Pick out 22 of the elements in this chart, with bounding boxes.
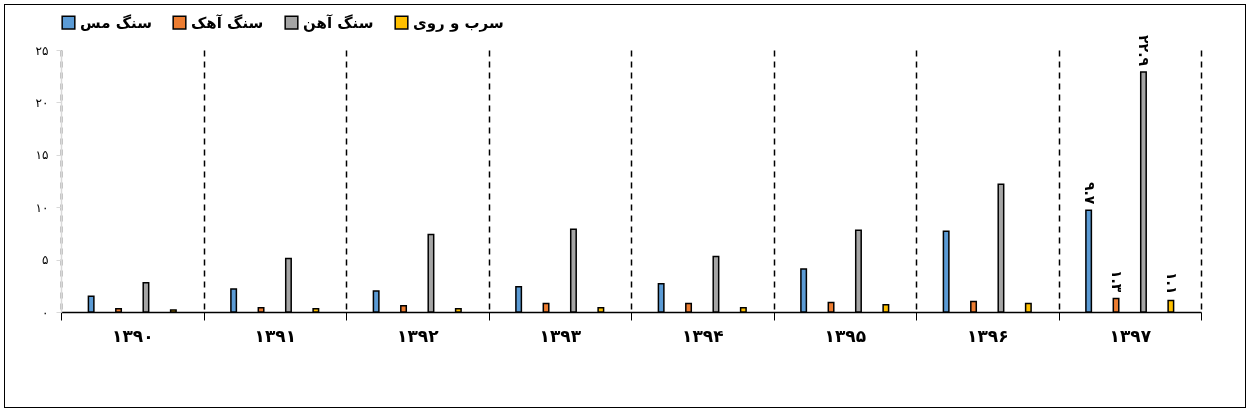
y-tick-label: ۱۰: [35, 200, 49, 215]
data-label: ۲۲.۹: [1136, 35, 1153, 67]
x-tick-label: ۱۳۹۲: [396, 325, 440, 346]
y-tick-label: ۱۵: [35, 148, 49, 163]
legend-label: سنگ مس: [80, 13, 152, 32]
x-tick-label: ۱۳۹۱: [254, 325, 297, 346]
y-tick-label: ۲۰: [35, 95, 49, 110]
x-tick-label: ۱۳۹۴: [681, 325, 724, 346]
x-tick-label: ۱۳۹۶: [966, 325, 1009, 346]
y-tick-label: ۲۵: [35, 43, 49, 58]
x-tick-label: ۱۳۹۵: [824, 325, 867, 346]
x-tick-label: ۱۳۹۰: [111, 325, 154, 346]
y-tick-label: ۰: [42, 305, 49, 320]
data-label: ۱.۱: [1163, 272, 1180, 295]
x-tick-label: ۱۳۹۷: [1109, 325, 1152, 346]
y-tick-label: ۵: [42, 253, 49, 268]
data-label: ۹.۷: [1081, 181, 1098, 205]
x-tick-label: ۱۳۹۳: [539, 325, 582, 346]
legend-label: سنگ آهک: [191, 13, 264, 32]
legend-label: سنگ آهن: [303, 13, 374, 32]
data-label: ۱.۳: [1109, 269, 1126, 293]
legend-label: سرب و روی: [413, 13, 504, 32]
